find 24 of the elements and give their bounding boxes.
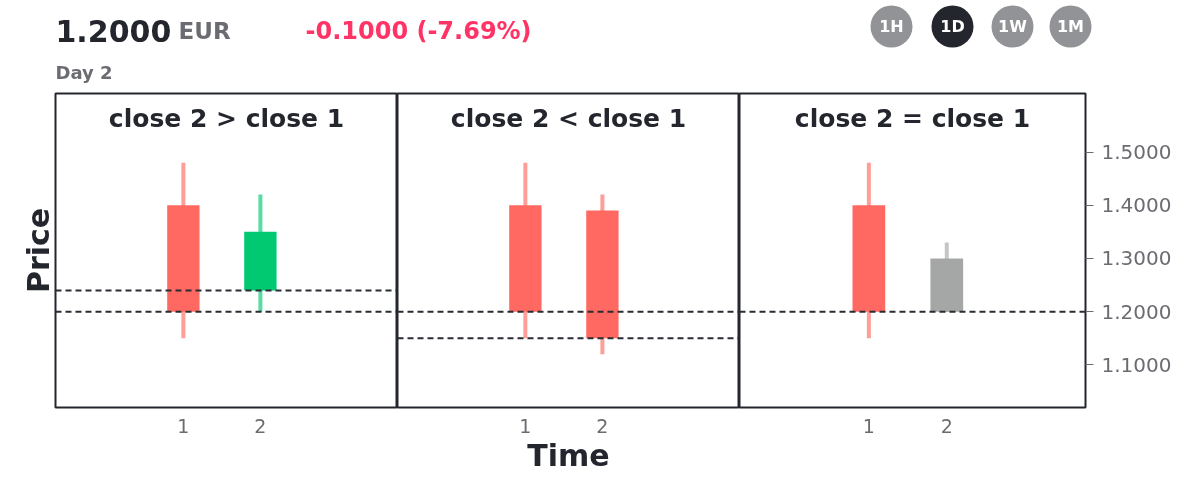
x-tick-label: 2 bbox=[940, 414, 953, 437]
x-tick-label: 1 bbox=[519, 414, 532, 437]
chart-title: close 2 < close 1 bbox=[450, 103, 687, 133]
text: -0.1000 (-7.69%) bbox=[305, 16, 532, 45]
y-tick-label: 1.4000 bbox=[1101, 193, 1172, 218]
chart-title: close 2 > close 1 bbox=[108, 103, 345, 133]
text: 1M bbox=[1056, 17, 1085, 36]
y-tick-label: 1.3000 bbox=[1101, 246, 1172, 271]
text: 1D bbox=[940, 17, 965, 36]
y-tick-label: 1.5000 bbox=[1101, 140, 1172, 165]
text: Day 2 bbox=[55, 62, 113, 83]
text: EUR bbox=[178, 17, 231, 44]
text: 1W bbox=[998, 17, 1028, 36]
text: 1.2000 bbox=[55, 13, 172, 49]
y-tick-label: 1.1000 bbox=[1101, 352, 1172, 377]
x-tick-label: 2 bbox=[596, 414, 609, 437]
chart-title: close 2 = close 1 bbox=[794, 103, 1031, 133]
x-tick-label: 2 bbox=[254, 414, 267, 437]
x-tick-label: 1 bbox=[862, 414, 875, 437]
x-axis-title: Time bbox=[527, 437, 610, 473]
ref-line-label: 1.2000 bbox=[1101, 299, 1172, 324]
text: 1H bbox=[879, 17, 904, 36]
x-tick-label: 1 bbox=[177, 414, 190, 437]
y-axis-title: Price bbox=[20, 207, 56, 294]
